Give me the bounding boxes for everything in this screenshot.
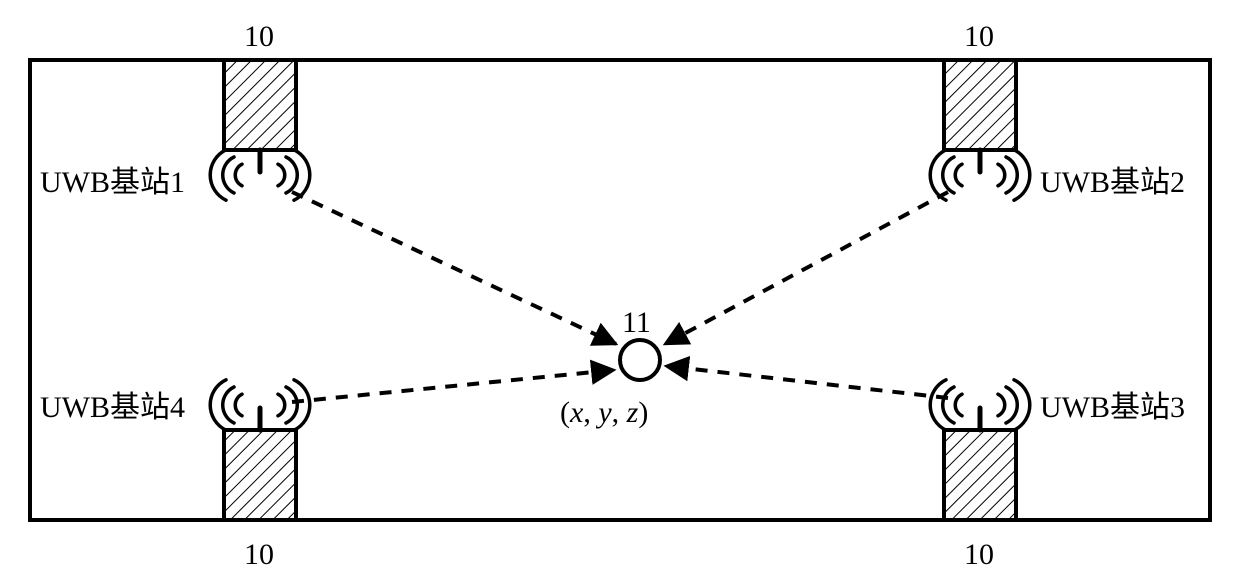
diagram-canvas: 10 UWB基站1 10 UWB基站2 10 UWB基站3 10 UWB基站4 11 (x, y,… [0, 0, 1240, 577]
station-num-2: 10 [964, 22, 994, 52]
station-label-2: UWB基站2 [1040, 168, 1185, 198]
node-coord-label: (x, y, z) [560, 398, 648, 428]
diagram-svg [0, 0, 1240, 577]
station-num-4: 10 [244, 540, 274, 570]
station-num-1: 10 [244, 22, 274, 52]
station-label-1: UWB基站1 [40, 168, 185, 198]
station-num-3: 10 [964, 540, 994, 570]
station-label-4: UWB基站4 [40, 393, 185, 423]
node-num-label: 11 [622, 308, 651, 338]
station-label-3: UWB基站3 [1040, 393, 1185, 423]
